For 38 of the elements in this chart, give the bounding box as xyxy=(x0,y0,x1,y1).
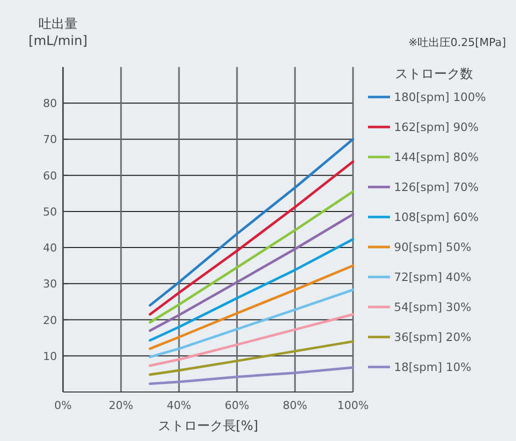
x-tick-label: 100% xyxy=(337,399,369,412)
x-tick-label: 60% xyxy=(224,399,250,412)
x-tick-label: 20% xyxy=(108,399,134,412)
y-tick-label: 40 xyxy=(43,242,57,255)
legend-label: 72[spm] 40% xyxy=(394,270,472,284)
x-axis-title: ストローク長[%] xyxy=(158,419,258,434)
line-series xyxy=(148,288,354,358)
text: ※吐出圧0.25[MPa] xyxy=(408,36,506,49)
legend-label: 144[spm] 80% xyxy=(394,150,479,164)
legend-label: 126[spm] 70% xyxy=(394,180,479,194)
legend-label: 162[spm] 90% xyxy=(394,120,479,134)
x-tick-label: 80% xyxy=(282,399,308,412)
line-series xyxy=(148,190,354,324)
legend-label: 36[spm] 20% xyxy=(394,330,472,344)
line-series xyxy=(148,313,354,367)
y-tick-label: 70 xyxy=(43,133,57,146)
x-tick-label: 40% xyxy=(166,399,192,412)
y-tick-label: 60 xyxy=(43,169,57,182)
legend-title: ストローク数 xyxy=(395,67,473,82)
y-tick-label: 10 xyxy=(43,350,57,363)
y-tick-label: 20 xyxy=(43,314,57,327)
line-series xyxy=(148,340,354,376)
legend-label: 180[spm] 100% xyxy=(394,90,486,104)
y-axis-title: 吐出量 [mL/min] xyxy=(28,17,88,49)
legend-label: 54[spm] 30% xyxy=(394,300,472,314)
line-series xyxy=(148,160,354,316)
legend-label: 18[spm] 10% xyxy=(394,360,472,374)
line-series xyxy=(148,213,354,332)
y-tick-label: 30 xyxy=(43,278,57,291)
x-tick-label: 0% xyxy=(54,399,72,412)
y-tick-label: 80 xyxy=(43,97,57,110)
line-series xyxy=(148,264,354,350)
line-series xyxy=(148,138,354,307)
line-series xyxy=(148,366,354,385)
y-tick-label: 50 xyxy=(43,205,57,218)
line-series xyxy=(148,238,354,342)
legend-label: 90[spm] 50% xyxy=(394,240,472,254)
legend-label: 108[spm] 60% xyxy=(394,210,479,224)
